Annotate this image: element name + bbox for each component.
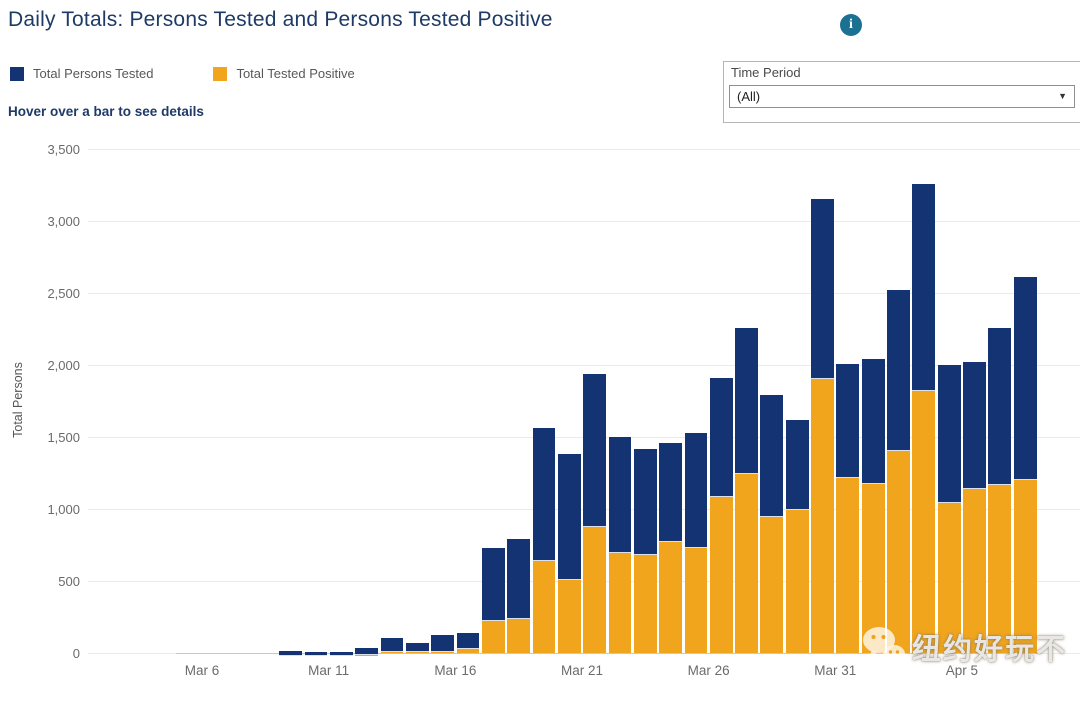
bar-positive-mar-19[interactable] [532,560,556,653]
legend-item-label: Total Persons Tested [33,66,154,81]
x-tick-label: Mar 11 [308,663,350,678]
legend-chip [213,66,228,81]
legend-item-total-tested-positive[interactable]: Total Tested Positive [213,66,355,81]
bar-tested-apr-2[interactable] [887,290,911,452]
bar-positive-mar-15[interactable] [431,651,455,653]
info-icon[interactable]: i [840,14,862,36]
bar-positive-mar-26[interactable] [709,497,733,653]
bar-positive-apr-7[interactable] [1013,480,1037,653]
bar-positive-mar-20[interactable] [557,579,581,653]
x-tick-label: Mar 6 [184,663,220,678]
bar-positive-mar-12[interactable] [355,655,379,656]
gridline [88,365,1080,366]
legend-item-total-persons-tested[interactable]: Total Persons Tested [10,66,153,81]
bar-tested-mar-12[interactable] [355,648,379,656]
bar-tested-mar-26[interactable] [709,377,733,498]
bar-tested-mar-30[interactable] [811,199,835,380]
y-tick-label: 3,500 [47,142,80,157]
bar-positive-mar-23[interactable] [633,555,657,653]
bar-tested-mar-11[interactable] [329,651,353,656]
bar-tested-mar-25[interactable] [684,432,708,548]
gridline [88,221,1080,222]
hover-hint-text: Hover over a bar to see details [8,104,204,119]
bar-tested-mar-9[interactable] [279,650,303,656]
bar-tested-mar-22[interactable] [608,437,632,553]
bar-positive-mar-21[interactable] [583,527,607,653]
bar-positive-mar-22[interactable] [608,552,632,653]
time-period-select[interactable]: (All) ▼ [729,85,1075,108]
bar-tested-mar-18[interactable] [507,539,531,620]
y-tick-label: 1,500 [47,430,80,445]
legend: Total Persons Tested Total Tested Positi… [10,66,355,81]
x-tick-label: Apr 5 [945,663,979,678]
x-tick-label: Mar 16 [434,663,477,678]
bar-positive-mar-18[interactable] [507,619,531,653]
y-tick-label: 1,000 [47,502,80,517]
x-tick-label: Mar 31 [814,663,857,678]
bar-positive-mar-25[interactable] [684,547,708,653]
bar-tested-apr-7[interactable] [1013,277,1037,481]
x-tick-label: Mar 26 [687,663,730,678]
bar-tested-apr-3[interactable] [912,183,936,391]
bar-positive-apr-2[interactable] [887,451,911,653]
y-tick-label: 3,000 [47,214,80,229]
bar-tested-mar-14[interactable] [405,642,429,652]
bar-positive-mar-31[interactable] [836,478,860,653]
time-period-selected-value: (All) [737,89,761,104]
bar-positive-mar-29[interactable] [785,509,809,653]
info-icon-glyph: i [849,17,853,32]
bar-positive-mar-24[interactable] [659,542,683,653]
gridline [88,149,1080,150]
bar-tested-mar-16[interactable] [456,632,480,650]
bar-tested-mar-29[interactable] [785,419,809,510]
bar-positive-apr-5[interactable] [963,488,987,653]
legend-item-label: Total Tested Positive [236,66,355,81]
bar-positive-apr-6[interactable] [988,485,1012,653]
bar-tested-mar-15[interactable] [431,635,455,652]
bar-tested-mar-23[interactable] [633,448,657,556]
bar-positive-mar-27[interactable] [735,474,759,653]
bar-tested-mar-19[interactable] [532,428,556,561]
x-tick-label: Mar 21 [560,663,603,678]
bar-positive-apr-4[interactable] [937,503,961,653]
bar-positive-mar-17[interactable] [481,620,505,653]
bar-tested-apr-6[interactable] [988,327,1012,486]
bar-positive-mar-16[interactable] [456,649,480,653]
y-tick-label: 500 [58,574,80,589]
bar-tested-mar-13[interactable] [380,637,404,653]
page-title: Daily Totals: Persons Tested and Persons… [8,8,553,31]
bar-positive-mar-28[interactable] [760,516,784,653]
bar-tested-mar-24[interactable] [659,442,683,543]
bar-positive-apr-3[interactable] [912,390,936,653]
bar-tested-mar-17[interactable] [481,547,505,621]
chevron-down-icon: ▼ [1058,91,1067,101]
y-tick-label: 2,000 [47,358,80,373]
bar-tested-apr-5[interactable] [963,362,987,489]
legend-chip [10,66,24,81]
bar-tested-mar-20[interactable] [557,454,581,580]
bar-positive-mar-13[interactable] [380,652,404,653]
bar-positive-mar-30[interactable] [811,379,835,653]
y-tick-label: 0 [72,646,80,661]
time-period-filter-panel: Time Period (All) ▼ [723,61,1080,123]
gridline [88,293,1080,294]
time-period-filter-label: Time Period [731,65,801,80]
bar-tested-mar-28[interactable] [760,395,784,517]
bar-positive-mar-14[interactable] [405,651,429,653]
bar-positive-apr-1[interactable] [861,483,885,653]
bar-tested-apr-1[interactable] [861,359,885,484]
bar-tested-mar-27[interactable] [735,327,759,475]
x-axis-line [176,653,1038,654]
y-tick-label: 2,500 [47,286,80,301]
bar-tested-apr-4[interactable] [937,365,961,504]
bar-tested-mar-10[interactable] [304,651,328,656]
bar-tested-mar-21[interactable] [583,373,607,527]
bar-tested-mar-31[interactable] [836,363,860,479]
